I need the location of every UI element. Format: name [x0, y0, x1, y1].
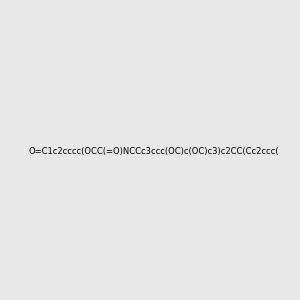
- Text: O=C1c2cccc(OCC(=O)NCCc3ccc(OC)c(OC)c3)c2CC(Cc2ccc(: O=C1c2cccc(OCC(=O)NCCc3ccc(OC)c(OC)c3)c2…: [28, 147, 279, 156]
